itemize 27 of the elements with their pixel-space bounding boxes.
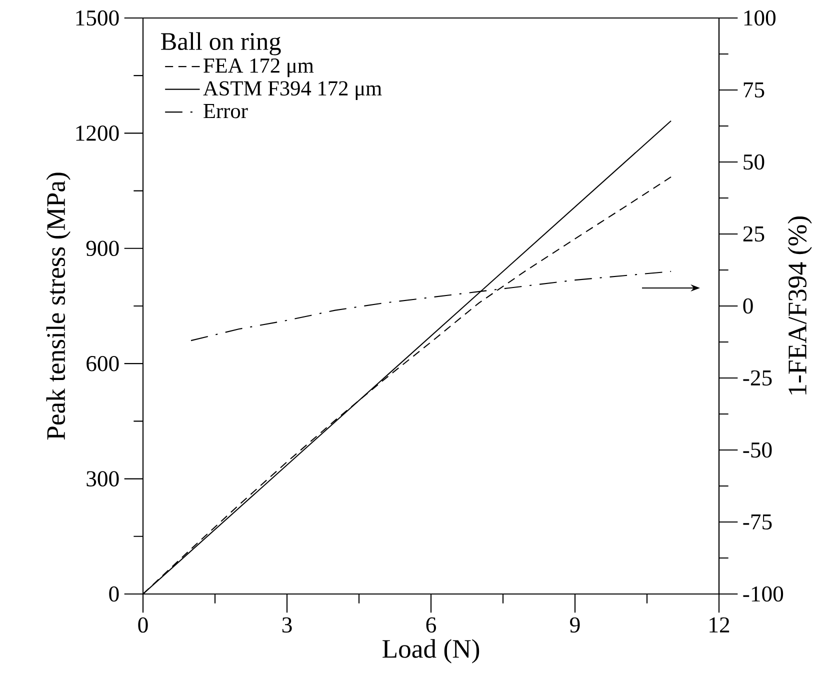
y2-axis-title: 1-FEA/F394 (%) bbox=[788, 216, 812, 394]
y2-tick-label: -75 bbox=[743, 514, 772, 530]
y2-tick-label: -50 bbox=[743, 442, 772, 458]
y-tick-label: 900 bbox=[86, 240, 119, 256]
x-tick-label: 6 bbox=[426, 617, 436, 633]
y-tick-label: 300 bbox=[86, 471, 119, 486]
legend-title: Ball on ring bbox=[161, 32, 281, 56]
y-tick-label: 1200 bbox=[76, 126, 119, 141]
legend-label: FEA 172 μm bbox=[204, 58, 314, 78]
y2-tick-label: -100 bbox=[743, 586, 784, 602]
x-tick-label: 9 bbox=[570, 617, 580, 633]
x-axis-title: Load (N) bbox=[382, 639, 480, 664]
x-tick-label: 3 bbox=[282, 617, 292, 633]
y-axis-title: Peak tensile stress (MPa) bbox=[46, 172, 70, 440]
y-tick-label: 600 bbox=[86, 356, 119, 372]
y-tick-label: 1500 bbox=[76, 10, 119, 26]
x-tick-label: 0 bbox=[138, 617, 148, 633]
y2-tick-label: 50 bbox=[744, 154, 764, 170]
x-tick-label: 12 bbox=[710, 617, 730, 632]
y2-tick-label: 75 bbox=[744, 82, 764, 98]
y2-tick-label: 0 bbox=[743, 298, 753, 314]
y2-tick-label: 100 bbox=[744, 10, 776, 26]
legend-label: ASTM F394 172 μm bbox=[203, 81, 382, 100]
y2-tick-label: 25 bbox=[743, 226, 764, 242]
y-tick-label: 0 bbox=[109, 586, 119, 602]
y2-tick-label: -25 bbox=[743, 370, 772, 386]
legend-label: Error bbox=[204, 104, 248, 118]
